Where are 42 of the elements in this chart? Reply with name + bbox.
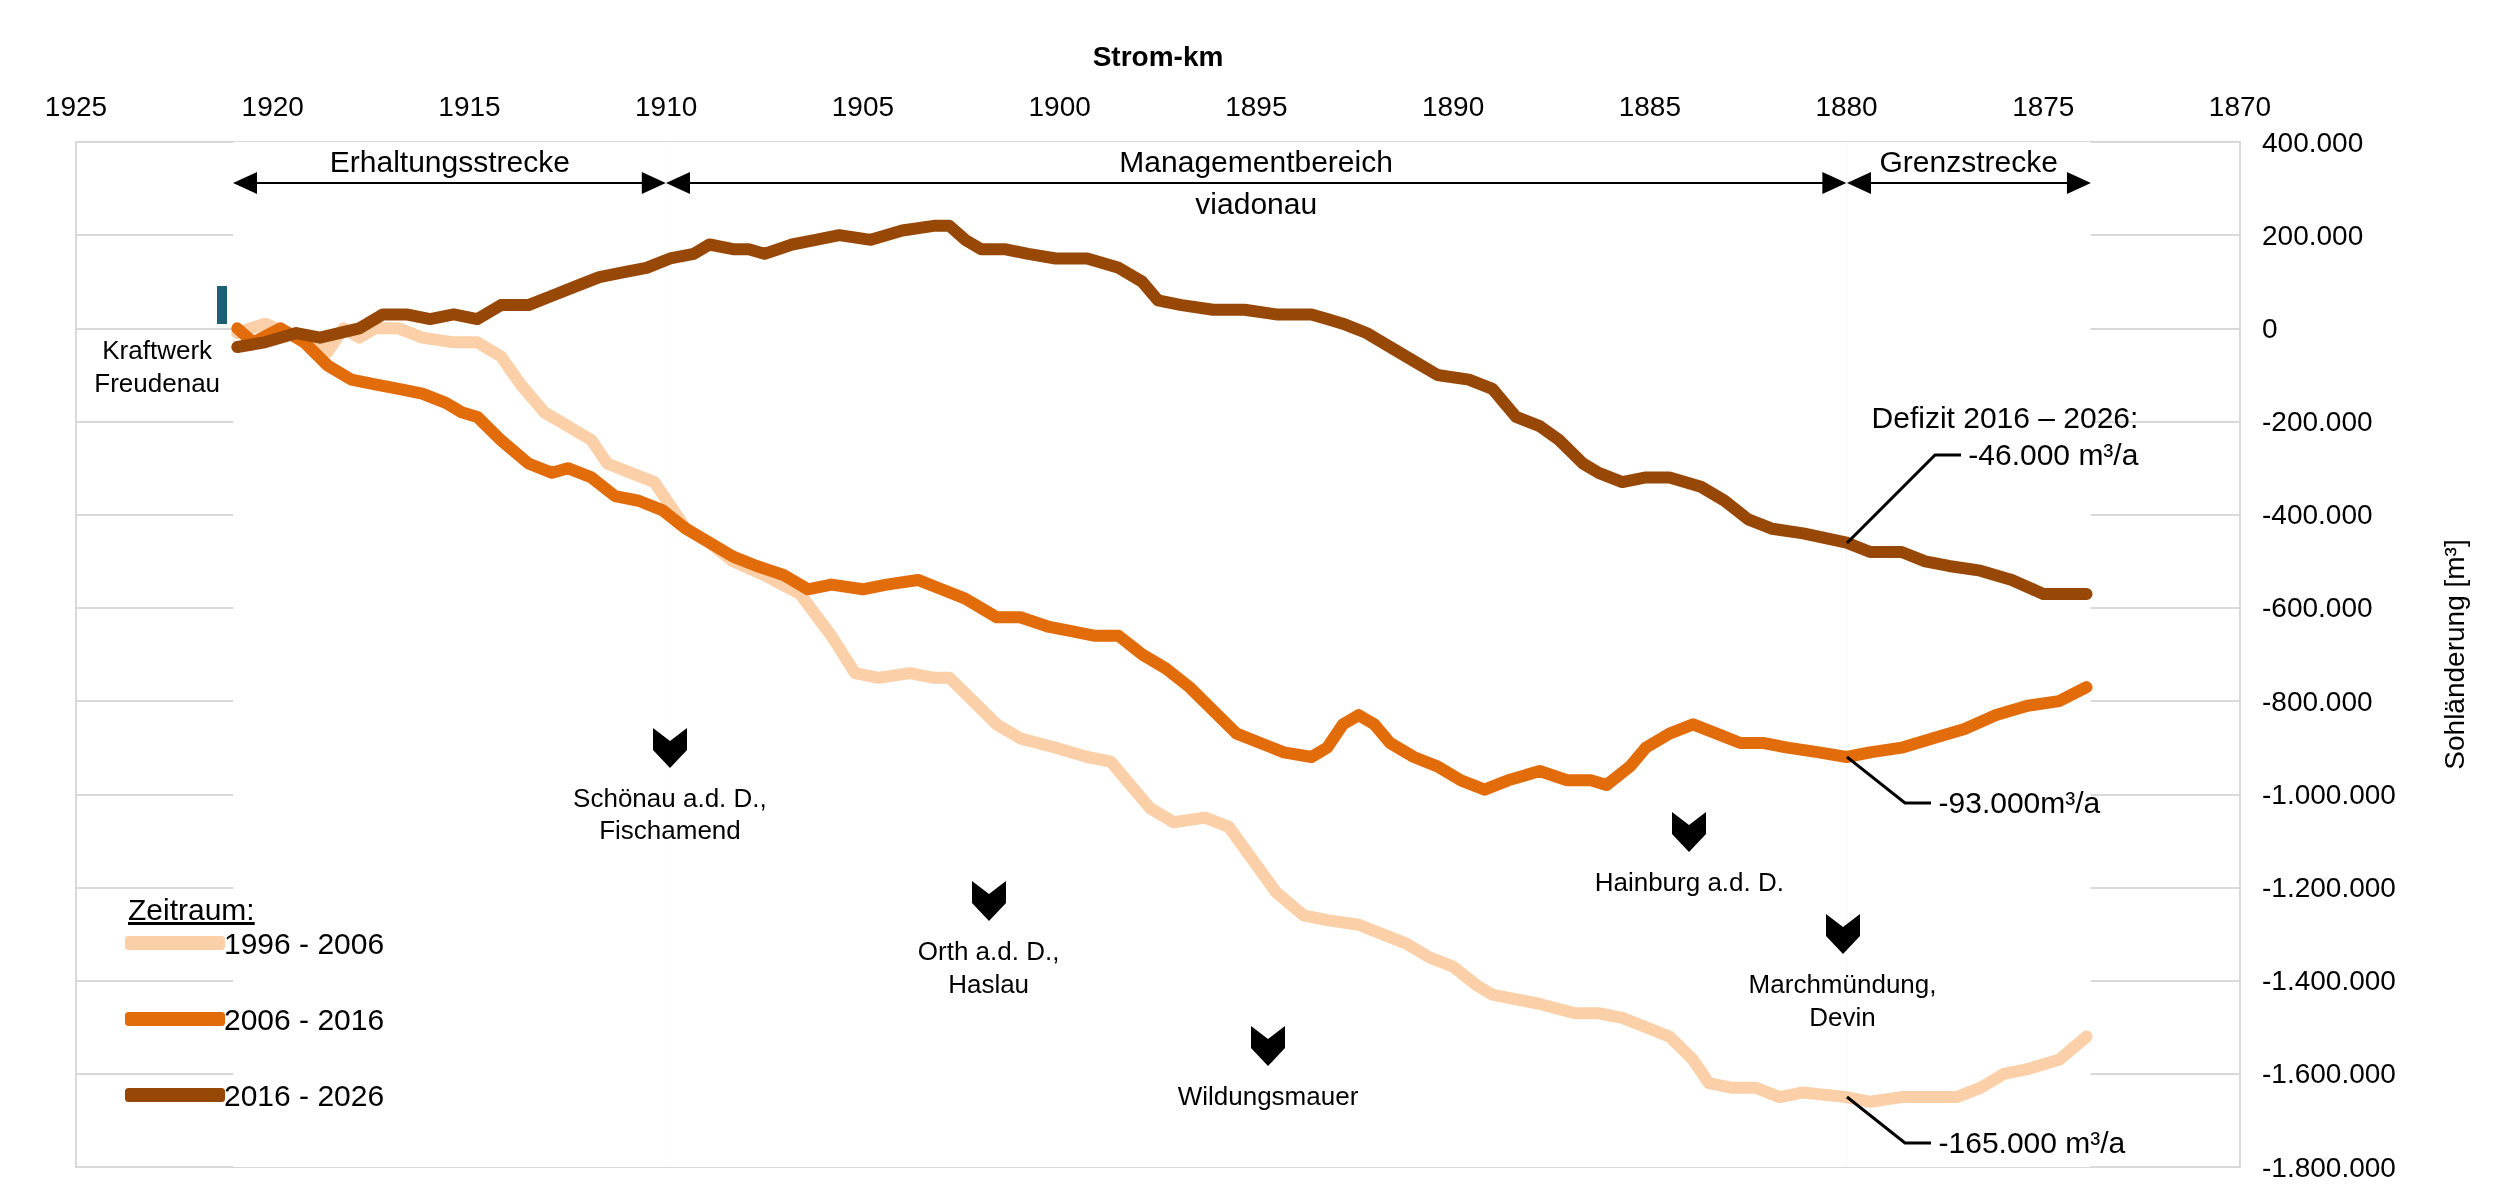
band-label: Erhaltungsstrecke bbox=[329, 144, 570, 180]
x-tick-label: 1900 bbox=[1028, 90, 1091, 122]
band-label: Managementbereich viadonau bbox=[1119, 144, 1393, 222]
annotation: Marchmündung, Devin bbox=[1748, 968, 1937, 1034]
x-tick-label: 1905 bbox=[831, 90, 895, 122]
annotation: Wildungsmauer bbox=[1177, 1079, 1359, 1113]
y-tick-label: 0 bbox=[2262, 312, 2278, 344]
legend-label: 2016 - 2026 bbox=[224, 1078, 385, 1112]
y-tick-label: -1.000.000 bbox=[2262, 778, 2396, 810]
y-tick-label: 400.000 bbox=[2262, 126, 2364, 158]
legend-label: 1996 - 2006 bbox=[224, 926, 385, 960]
y-tick-label: -800.000 bbox=[2262, 685, 2373, 717]
y-tick-label: -1.800.000 bbox=[2262, 1151, 2396, 1183]
legend-title: Zeitraum: bbox=[128, 893, 255, 926]
annotation: Hainburg a.d. D. bbox=[1594, 865, 1784, 899]
annotation: Defizit 2016 – 2026: -46.000 m³/a bbox=[1871, 399, 2139, 474]
x-tick-label: 1915 bbox=[438, 90, 501, 122]
y-tick-label: -200.000 bbox=[2262, 406, 2373, 438]
annotation: Schönau a.d. D., Fischamend bbox=[573, 781, 767, 847]
annotation: Kraftwerk Freudenau bbox=[94, 334, 221, 400]
x-tick-label: 1890 bbox=[1421, 90, 1485, 122]
x-tick-label: 1870 bbox=[2208, 90, 2272, 122]
annotation: -93.000m³/a bbox=[1938, 785, 2101, 821]
y-tick-label: -1.400.000 bbox=[2262, 965, 2396, 997]
y-tick-label: -1.600.000 bbox=[2262, 1058, 2396, 1090]
band-label: Grenzstrecke bbox=[1879, 144, 2058, 180]
x-tick-label: 1925 bbox=[44, 90, 108, 122]
x-tick-label: 1920 bbox=[241, 90, 304, 122]
legend-label: 2006 - 2016 bbox=[224, 1002, 385, 1036]
x-tick-label: 1910 bbox=[635, 90, 698, 122]
y-tick-label: -600.000 bbox=[2262, 592, 2373, 624]
x-tick-label: 1895 bbox=[1225, 90, 1288, 122]
y-tick-label: 200.000 bbox=[2262, 219, 2364, 251]
x-tick-label: 1880 bbox=[1815, 90, 1878, 122]
y-axis-title: Sohländerung [m³] bbox=[2438, 539, 2470, 770]
x-tick-label: 1875 bbox=[2012, 90, 2075, 122]
x-axis-title: Strom-km bbox=[1092, 40, 1224, 72]
x-tick-label: 1885 bbox=[1618, 90, 1681, 122]
annotation: Orth a.d. D., Haslau bbox=[917, 935, 1060, 1001]
y-tick-label: -1.200.000 bbox=[2262, 871, 2396, 903]
y-tick-label: -400.000 bbox=[2262, 499, 2373, 531]
annotation: -165.000 m³/a bbox=[1938, 1125, 2126, 1162]
